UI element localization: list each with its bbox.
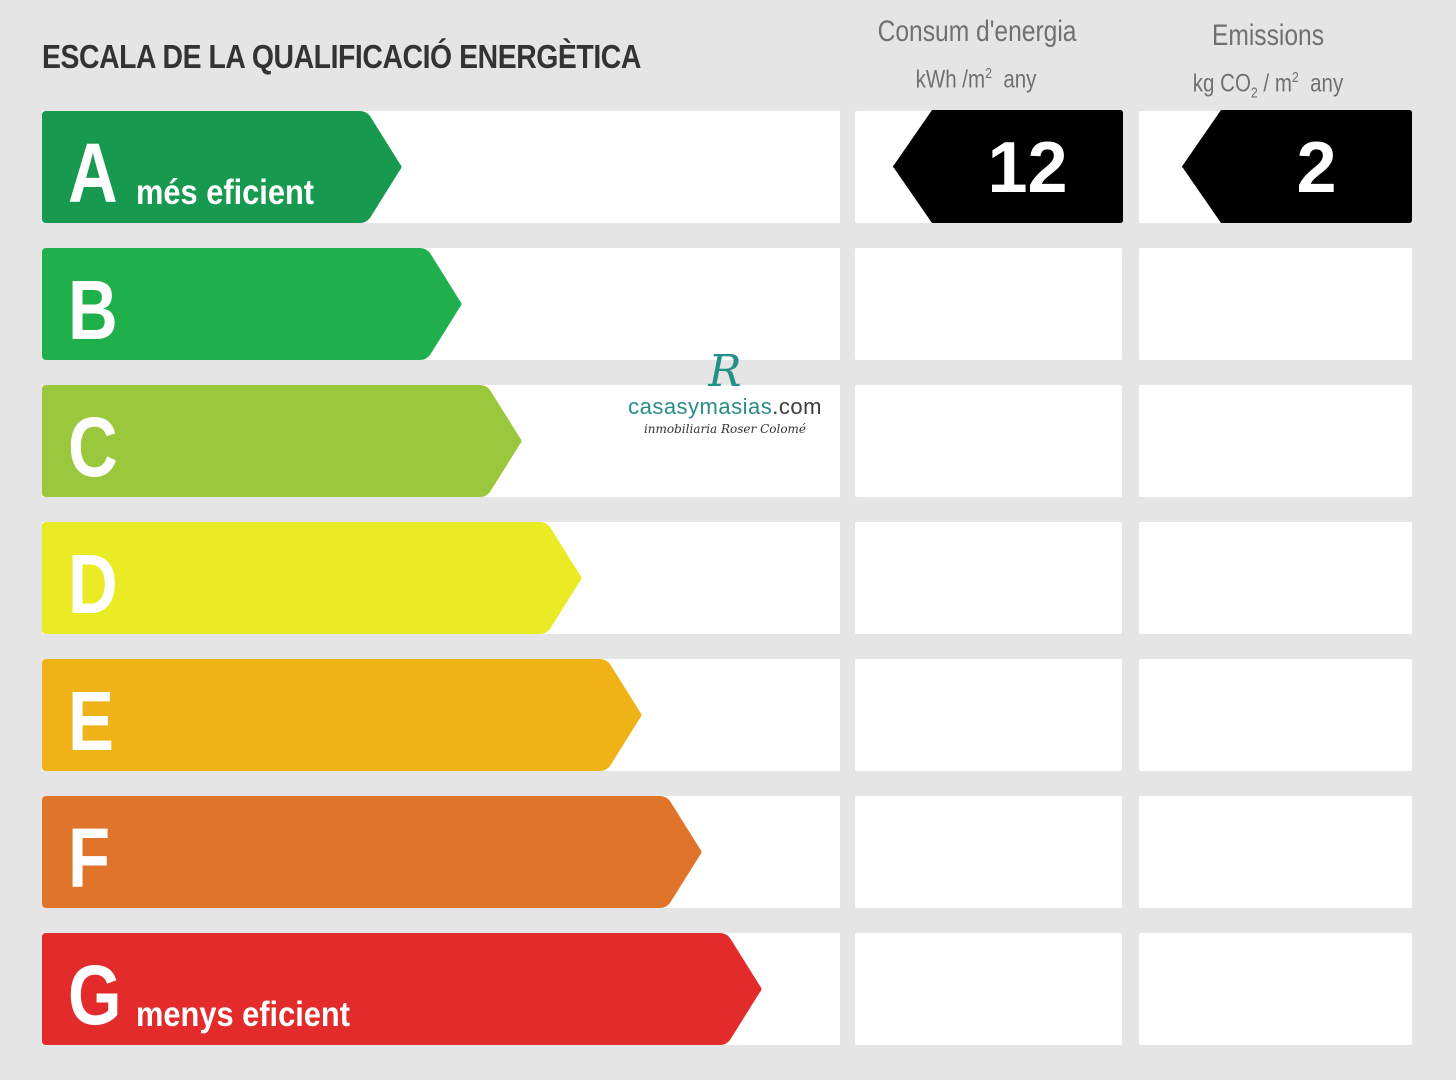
class-letter-a: A [68, 126, 118, 220]
energy-cell-b [855, 248, 1122, 360]
emissions-indicator [1182, 110, 1412, 223]
class-letter-f: F [68, 811, 111, 905]
emission-cell-e [1139, 659, 1412, 771]
energy-cell-c [855, 385, 1122, 497]
label-title: ESCALA DE LA QUALIFICACIÓ ENERGÈTICA [42, 38, 641, 75]
emissions-value: 2 [1296, 128, 1337, 208]
energy-indicator [893, 110, 1123, 223]
emission-cell-f [1139, 796, 1412, 908]
class-sublabel-g: menys eficient [136, 995, 350, 1034]
emission-cell-b [1139, 248, 1412, 360]
energy-column-title: Consum d'energia [877, 15, 1077, 48]
energy-value: 12 [987, 128, 1068, 208]
energy-cell-e [855, 659, 1122, 771]
class-letter-e: E [68, 674, 114, 768]
emission-cell-g [1139, 933, 1412, 1045]
class-letter-g: G [68, 948, 122, 1042]
emissions-column-unit: kg CO2 / m2 any [1192, 69, 1344, 102]
class-arrow-e [42, 659, 642, 771]
emissions-column-title: Emissions [1211, 19, 1325, 52]
watermark-tagline: inmobiliaria Roser Colomé [643, 422, 807, 436]
class-arrow-g [42, 933, 762, 1045]
class-arrow-d [42, 522, 582, 634]
watermark-logo: R casasymasias.com inmobiliaria Roser Co… [610, 346, 840, 437]
emissions-column-header: Emissions kg CO2 / m2 any [1170, 16, 1367, 115]
class-letter-b: B [68, 263, 118, 357]
watermark-monogram: R [708, 346, 742, 397]
class-arrow-f [42, 796, 702, 908]
emission-cell-d [1139, 522, 1412, 634]
class-letter-d: D [68, 537, 118, 631]
class-sublabel-a: més eficient [136, 173, 315, 212]
class-arrow-c [42, 385, 522, 497]
emission-cell-c [1139, 385, 1412, 497]
class-arrow-b [42, 248, 462, 360]
energy-cell-d [855, 522, 1122, 634]
energy-column-header: Consum d'energia kWh /m2 any [877, 12, 1077, 101]
watermark-brand: casasymasias.com [628, 394, 822, 419]
class-letter-c: C [68, 400, 118, 494]
energy-cell-g [855, 933, 1122, 1045]
energy-column-unit: kWh /m2 any [915, 65, 1037, 94]
class-arrow-a [42, 111, 402, 223]
energy-cell-f [855, 796, 1122, 908]
